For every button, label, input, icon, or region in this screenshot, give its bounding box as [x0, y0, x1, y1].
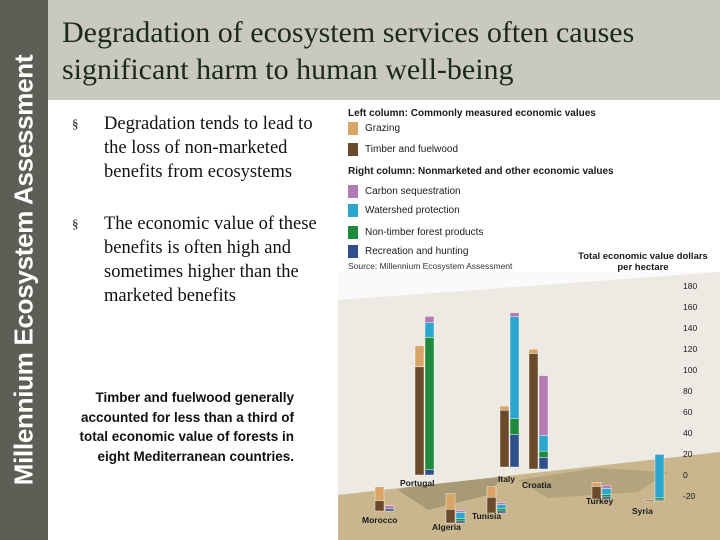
legend-item-watershed: Watershed protection	[348, 204, 460, 219]
y-tick-label: -20	[683, 491, 696, 501]
bullet-item: § The economic value of these benefits i…	[70, 212, 338, 308]
bar-segment	[455, 512, 466, 520]
bar-segment	[601, 488, 612, 496]
legend-item-carbon: Carbon sequestration	[348, 185, 461, 200]
sidebar: Millennium Ecosystem Assessment	[0, 0, 48, 540]
legend-label: Non-timber forest products	[365, 227, 484, 239]
bar-segment	[654, 453, 665, 455]
bar-segment	[374, 500, 385, 512]
bar-segment	[496, 504, 507, 510]
bar-segment	[644, 499, 655, 502]
bar-segment	[591, 482, 602, 487]
bar-segment	[455, 510, 466, 513]
legend-label: Carbon sequestration	[365, 186, 461, 198]
bar-segment	[424, 316, 435, 323]
bar-segment	[496, 502, 507, 505]
bar-segment	[374, 486, 385, 501]
sidebar-title: Millennium Ecosystem Assessment	[8, 54, 39, 486]
y-tick-label: 40	[683, 428, 693, 438]
legend-item-nontimber: Non-timber forest products	[348, 226, 483, 241]
bar-segment	[424, 322, 435, 338]
bar-segment	[509, 312, 520, 318]
legend-swatch	[348, 143, 358, 156]
country-label: Italy	[498, 474, 515, 484]
bar-segment	[414, 366, 425, 476]
bar-segment	[499, 405, 510, 411]
bar-segment	[538, 375, 549, 436]
y-tick-label: 120	[683, 344, 697, 354]
legend-source: Source: Millennium Ecosystem Assessment	[348, 261, 513, 271]
legend-label: Recreation and hunting	[365, 246, 469, 258]
bar-segment	[424, 469, 435, 476]
caption-note: Timber and fuelwood generally accounted …	[79, 390, 294, 464]
y-tick-label: 140	[683, 323, 697, 333]
country-label: Syria	[632, 506, 653, 516]
chart-svg: 200180160140120100806040200-20MoroccoPor…	[338, 260, 720, 540]
bar-segment	[601, 485, 612, 489]
legend-swatch	[348, 204, 358, 217]
legend-right-heading: Right column: Nonmarketed and other econ…	[348, 166, 614, 177]
legend-label: Timber and fuelwood	[365, 144, 459, 156]
bar-segment	[486, 486, 497, 498]
legend-item-recreation: Recreation and hunting	[348, 245, 468, 260]
country-label: Portugal	[400, 478, 434, 488]
bullet-marker: §	[72, 216, 79, 231]
country-label: Algeria	[432, 522, 461, 532]
legend-swatch	[348, 245, 358, 258]
bar-segment	[528, 349, 539, 354]
y-tick-label: 0	[683, 470, 688, 480]
bullet-text: Degradation tends to lead to the loss of…	[104, 114, 313, 182]
legend-swatch	[348, 226, 358, 239]
legend-left-heading: Left column: Commonly measured economic …	[348, 108, 596, 119]
bar-segment	[384, 505, 395, 510]
map-landmass	[398, 470, 508, 510]
bar-segment	[509, 316, 520, 419]
bar-segment	[654, 454, 665, 499]
bullet-item: § Degradation tends to lead to the loss …	[70, 112, 338, 184]
y-axis-title: Total economic value dollars per hectare	[578, 251, 708, 273]
bar-segment	[455, 518, 466, 522]
legend-label: Watershed protection	[365, 205, 460, 217]
y-tick-label: 180	[683, 281, 697, 291]
slide-title: Degradation of ecosystem services often …	[62, 16, 635, 86]
y-tick-label: 80	[683, 386, 693, 396]
bar-segment	[538, 450, 549, 458]
legend-swatch	[348, 122, 358, 135]
legend-label: Grazing	[365, 123, 401, 135]
y-tick-label: 100	[683, 365, 697, 375]
bar-segment	[509, 418, 520, 435]
bar-segment	[499, 410, 510, 468]
bar-segment	[538, 435, 549, 452]
legend-item-timber: Timber and fuelwood	[348, 143, 458, 158]
chart-figure: 200180160140120100806040200-20MoroccoPor…	[338, 100, 720, 540]
bar-segment	[654, 497, 665, 501]
chart-legend: Left column: Commonly measured economic …	[338, 100, 720, 273]
legend-item-grazing: Grazing	[348, 122, 400, 137]
country-label: Croatia	[522, 480, 552, 490]
y-tick-label: 60	[683, 407, 693, 417]
bar-segment	[528, 353, 539, 470]
bar-segment	[445, 493, 456, 510]
y-tick-label: 20	[683, 449, 693, 459]
country-label: Morocco	[362, 515, 397, 525]
country-label: Tunisia	[472, 511, 501, 521]
country-label: Turkey	[586, 496, 614, 506]
bar-segment	[538, 457, 549, 470]
bar-segment	[445, 509, 456, 524]
bullet-marker: §	[72, 116, 79, 131]
bar-segment	[509, 434, 520, 468]
title-bar: Degradation of ecosystem services often …	[48, 0, 720, 100]
bar-segment	[424, 337, 435, 470]
bullet-list: § Degradation tends to lead to the loss …	[70, 112, 338, 336]
bar-segment	[384, 508, 395, 512]
legend-swatch	[348, 185, 358, 198]
y-tick-label: 160	[683, 302, 697, 312]
bullet-text: The economic value of these benefits is …	[104, 214, 317, 306]
bar-segment	[414, 345, 425, 368]
